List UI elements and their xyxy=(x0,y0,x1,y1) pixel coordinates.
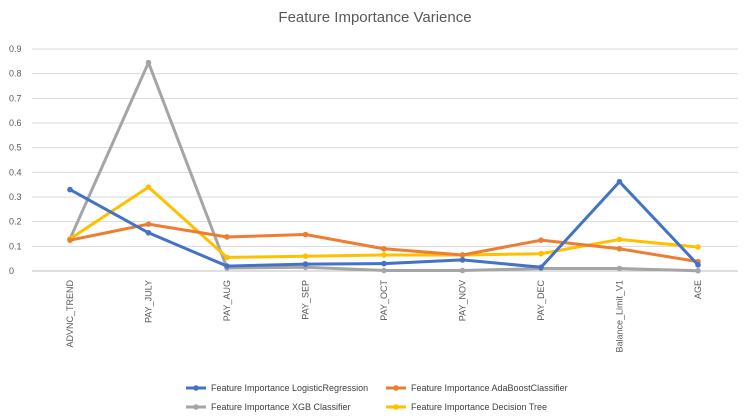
data-point xyxy=(145,184,152,190)
data-point xyxy=(459,257,466,263)
data-point xyxy=(459,252,466,258)
legend-marker xyxy=(393,404,399,410)
y-tick-label: 0.8 xyxy=(9,69,22,79)
x-tick-label: Balance_Limit_V1 xyxy=(615,280,625,353)
legend-marker xyxy=(193,404,199,410)
data-point xyxy=(381,246,387,252)
y-tick-label: 0.4 xyxy=(9,167,22,177)
data-point xyxy=(224,263,230,269)
series-lines xyxy=(67,59,701,274)
x-tick-label: PAY_DEC xyxy=(536,280,546,321)
x-tick-label: ADVNC_TREND xyxy=(65,280,75,348)
legend-label: Feature Importance LogisticRegression xyxy=(211,383,368,393)
x-tick-label: AGE xyxy=(693,280,703,299)
x-tick-label: PAY_JULY xyxy=(144,280,154,323)
y-tick-label: 0.3 xyxy=(9,192,22,202)
y-tick-label: 0.6 xyxy=(9,118,22,128)
series-1 xyxy=(67,221,701,265)
legend-label: Feature Importance Decision Tree xyxy=(411,402,547,412)
data-point xyxy=(381,260,387,267)
x-tick-label: PAY_OCT xyxy=(379,280,389,321)
data-point xyxy=(616,236,623,243)
series-3 xyxy=(67,184,701,261)
data-point xyxy=(381,267,387,274)
data-point xyxy=(695,262,701,268)
data-point xyxy=(145,59,152,66)
y-tick-label: 0.5 xyxy=(9,143,22,153)
data-point xyxy=(224,254,230,261)
data-point xyxy=(145,221,152,227)
y-tick-label: 0.7 xyxy=(9,93,22,103)
legend-item: Feature Importance LogisticRegression xyxy=(186,383,368,393)
legend: Feature Importance LogisticRegression Fea… xyxy=(186,383,568,412)
data-point xyxy=(302,231,309,238)
y-tick-label: 0.9 xyxy=(9,44,22,54)
y-axis-ticks: 0 0.1 0.2 0.3 0.4 0.5 0.6 0.7 0.8 0.9 xyxy=(9,44,22,276)
x-tick-label: PAY_AUG xyxy=(222,280,232,321)
x-tick-label: PAY_SEP xyxy=(301,280,311,320)
legend-marker xyxy=(193,385,199,391)
data-point xyxy=(302,253,309,259)
series-0 xyxy=(67,178,701,271)
x-tick-label: PAY_NOV xyxy=(458,280,468,321)
legend-marker xyxy=(393,385,399,391)
chart-title: Feature Importance Varience xyxy=(278,9,471,26)
data-point xyxy=(695,267,701,274)
x-axis-ticks: ADVNC_TREND PAY_JULY PAY_AUG PAY_SEP PAY_OCT… xyxy=(65,280,703,353)
data-point xyxy=(381,252,387,258)
data-point xyxy=(616,178,623,185)
data-point xyxy=(538,250,544,257)
data-point xyxy=(224,234,230,240)
data-point xyxy=(616,265,623,272)
data-point xyxy=(616,246,623,252)
data-point xyxy=(538,237,544,243)
data-point xyxy=(67,237,73,243)
y-tick-label: 0.1 xyxy=(9,241,22,251)
data-point xyxy=(67,186,73,193)
y-tick-label: 0 xyxy=(9,266,14,276)
data-point xyxy=(145,229,152,236)
grid xyxy=(32,48,738,272)
data-point xyxy=(538,264,544,271)
legend-label: Feature Importance AdaBoostClassifier xyxy=(411,383,568,393)
y-tick-label: 0.2 xyxy=(9,217,22,227)
legend-label: Feature Importance XGB Classifier xyxy=(211,402,351,412)
legend-item: Feature Importance AdaBoostClassifier xyxy=(386,383,568,393)
data-point xyxy=(695,244,701,250)
legend-item: Feature Importance Decision Tree xyxy=(386,402,547,412)
data-point xyxy=(459,267,466,274)
data-point xyxy=(302,261,309,267)
legend-item: Feature Importance XGB Classifier xyxy=(186,402,351,412)
